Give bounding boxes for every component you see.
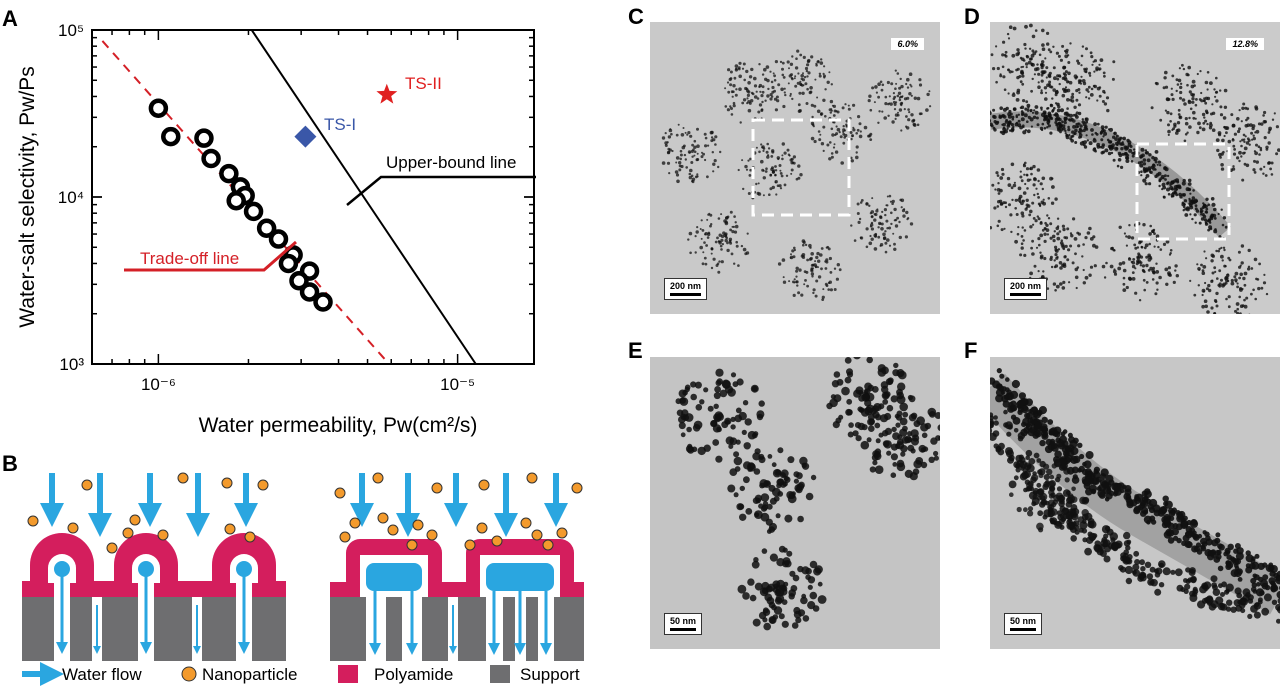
scale-text-f: 50 nm [1010, 616, 1037, 626]
data-point [256, 218, 277, 238]
y-tick-label: 10³ [59, 355, 84, 374]
ts-i-point [294, 125, 317, 148]
water-pocket [366, 563, 422, 591]
scale-text-c: 200 nm [670, 281, 702, 291]
data-point [161, 126, 181, 147]
scale-bar-f: 50 nm [1004, 613, 1043, 635]
data-point [289, 271, 309, 291]
panel-letter-e: E [628, 338, 643, 363]
trade-off-label: Trade-off line [140, 249, 239, 268]
data-point [201, 148, 221, 169]
membrane-schematic: B [2, 451, 584, 686]
y-tick-label: 10⁴ [58, 188, 84, 207]
ts-ii-label: TS-II [405, 74, 442, 93]
scale-bar-d: 200 nm [1004, 278, 1048, 300]
support-pillar [386, 597, 402, 661]
data-point [226, 190, 246, 211]
scale-text-d: 200 nm [1010, 281, 1042, 291]
tem-image-c: 6.0% 200 nm [650, 22, 940, 314]
tem-image-d: 12.8% 200 nm [990, 22, 1280, 314]
tem-image-f: 50 nm [990, 357, 1280, 649]
x-tick-label: 10⁻⁵ [440, 375, 475, 394]
nanoparticles [27, 472, 269, 554]
water-drop [54, 561, 70, 577]
tem-image-e: 50 nm [650, 357, 940, 649]
legend-water-flow: Water flow [62, 665, 142, 684]
x-tick-label: 10⁻⁶ [141, 375, 176, 394]
data-point [194, 128, 214, 148]
trade-off-callout [124, 240, 297, 272]
data-point [278, 253, 299, 274]
nanoparticles [334, 472, 583, 551]
data-point [299, 282, 320, 302]
legend-support: Support [520, 665, 580, 684]
loading-label-c: 6.0% [891, 38, 924, 50]
data-point [219, 163, 239, 184]
data-point [268, 229, 289, 249]
nanoparticle-swatch [181, 666, 197, 682]
legend-nanoparticle: Nanoparticle [202, 665, 297, 684]
y-tick-label: 10⁵ [58, 21, 84, 40]
ts-i-label: TS-I [324, 115, 356, 134]
ts-ii-point [376, 83, 398, 104]
panel-letter-d: D [964, 4, 980, 29]
panel-letter-f: F [964, 338, 977, 363]
polyamide-swatch [338, 665, 358, 683]
panel-letter-b: B [2, 451, 18, 476]
upper-bound-line [250, 29, 477, 365]
y-axis-label: Water-salt selectivity, Pw/Ps [16, 66, 39, 327]
scale-bar-c: 200 nm [664, 278, 708, 300]
water-drop [138, 561, 154, 577]
scale-bar-e: 50 nm [664, 613, 703, 635]
micrograph-letters: C D E F [628, 4, 980, 363]
water-drop [236, 561, 252, 577]
membrane-right [330, 472, 584, 661]
support-pillar [526, 597, 538, 661]
scale-text-e: 50 nm [670, 616, 697, 626]
panel-letter-a: A [2, 6, 18, 31]
x-axis-label: Water permeability, Pw(cm²/s) [199, 414, 478, 437]
plot-frame [91, 29, 535, 365]
selectivity-permeability-chart: A 10⁻⁶ 10⁻⁵ 10³ 10⁴ 10⁵ Water permeabili… [2, 6, 536, 437]
legend-polyamide: Polyamide [374, 665, 453, 684]
support-swatch [490, 665, 510, 683]
data-point [243, 201, 264, 222]
panel-letter-c: C [628, 4, 644, 29]
upper-bound-label: Upper-bound line [386, 153, 516, 172]
water-pocket [486, 563, 554, 591]
upper-bound-callout [346, 175, 536, 206]
data-point [148, 98, 169, 118]
schematic-legend: Water flow Nanoparticle Polyamide Suppor… [22, 662, 580, 686]
membrane-left [22, 472, 286, 661]
tick-marks [91, 29, 534, 365]
loading-label-d: 12.8% [1226, 38, 1264, 50]
data-points [148, 83, 398, 312]
data-point [313, 292, 333, 312]
support-pillar [503, 597, 515, 661]
